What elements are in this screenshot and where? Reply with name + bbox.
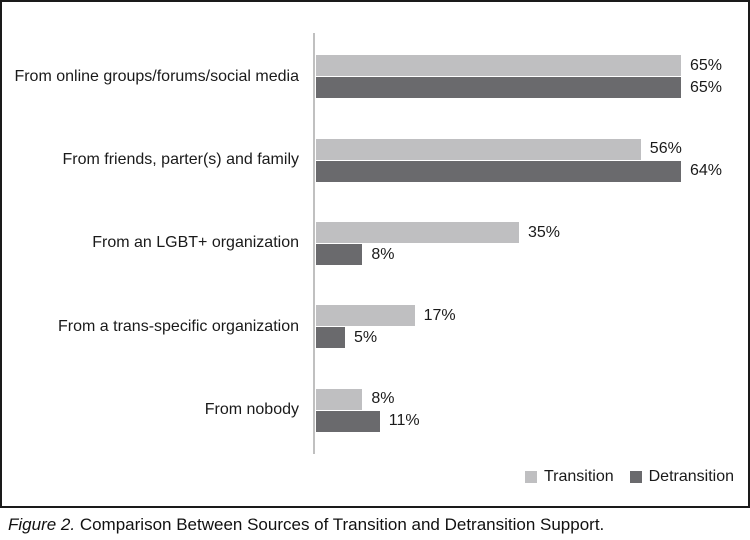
chart-legend: Transition Detransition	[524, 468, 734, 486]
value-label: 56%	[649, 140, 682, 158]
bar-chart: From online groups/forums/social media 65…	[2, 2, 748, 506]
detransition-bar	[316, 410, 380, 432]
value-label: 65%	[689, 78, 722, 96]
legend-label-detransition: Detransition	[648, 468, 734, 485]
value-label: 8%	[371, 390, 395, 408]
bar-group: 56% 64%	[316, 138, 722, 182]
transition-swatch-icon	[524, 471, 537, 483]
bar-group: 17% 5%	[316, 305, 722, 349]
value-label: 11%	[388, 412, 420, 430]
category-label: From an LGBT+ organization	[92, 234, 299, 252]
bar-line: 8%	[316, 244, 722, 266]
category-label: From online groups/forums/social media	[14, 67, 299, 85]
chart-rows: From online groups/forums/social media 65…	[2, 35, 748, 452]
value-label: 8%	[371, 245, 395, 263]
value-label: 17%	[423, 306, 456, 324]
bar-group: 8% 11%	[316, 388, 722, 432]
bar-line: 64%	[316, 160, 722, 182]
chart-row: From online groups/forums/social media 65…	[2, 35, 748, 118]
detransition-bar	[316, 327, 345, 349]
chart-row: From nobody 8% 11%	[2, 369, 748, 452]
bar-line: 35%	[316, 222, 722, 244]
transition-bar	[316, 138, 641, 160]
category-label: From friends, parter(s) and family	[62, 150, 299, 168]
detransition-bar	[316, 77, 681, 99]
figure-caption-label: Figure 2.	[8, 515, 76, 534]
bar-group: 65% 65%	[316, 55, 722, 99]
transition-bar	[316, 222, 519, 244]
transition-bar	[316, 55, 681, 77]
transition-bar	[316, 305, 415, 327]
legend-item-transition: Transition	[524, 468, 614, 486]
value-label: 5%	[354, 328, 378, 346]
bar-line: 17%	[316, 305, 722, 327]
bar-line: 65%	[316, 55, 722, 77]
transition-bar	[316, 388, 363, 410]
category-label: From a trans-specific organization	[58, 317, 299, 335]
category-label: From nobody	[204, 401, 299, 419]
detransition-bar	[316, 160, 681, 182]
detransition-swatch-icon	[629, 471, 642, 483]
figure-caption-text: Comparison Between Sources of Transition…	[79, 515, 605, 534]
legend-item-detransition: Detransition	[629, 468, 734, 486]
bar-line: 5%	[316, 327, 722, 349]
detransition-bar	[316, 244, 363, 266]
legend-label-transition: Transition	[543, 468, 614, 485]
value-label: 65%	[689, 56, 722, 74]
bar-line: 56%	[316, 138, 722, 160]
y-axis-line	[313, 33, 315, 454]
figure-caption: Figure 2. Comparison Between Sources of …	[8, 515, 604, 535]
bar-group: 35% 8%	[316, 222, 722, 266]
figure-2-chart-panel: From online groups/forums/social media 65…	[0, 0, 750, 508]
bar-line: 8%	[316, 388, 722, 410]
value-label: 35%	[528, 223, 561, 241]
bar-line: 65%	[316, 77, 722, 99]
bar-line: 11%	[316, 410, 722, 432]
chart-row: From friends, parter(s) and family 56% 64%	[2, 118, 748, 201]
chart-row: From a trans-specific organization 17% 5%	[2, 285, 748, 368]
value-label: 64%	[689, 162, 722, 180]
chart-row: From an LGBT+ organization 35% 8%	[2, 202, 748, 285]
